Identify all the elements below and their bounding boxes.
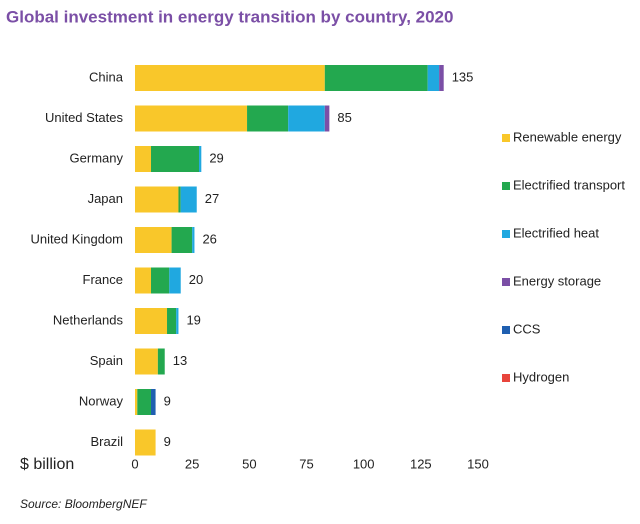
bar-segment <box>151 267 170 294</box>
y-tick-label: China <box>89 69 124 84</box>
legend-swatch <box>502 374 510 382</box>
bar-segment <box>176 308 179 334</box>
legend-swatch <box>502 326 510 334</box>
bar-segment <box>135 267 152 294</box>
x-tick-label: 100 <box>353 456 375 471</box>
bar-segment <box>137 389 152 415</box>
bar-segment <box>135 348 158 375</box>
total-label: 29 <box>209 150 223 165</box>
y-tick-label: Spain <box>90 353 123 368</box>
bar-segment <box>427 65 440 91</box>
total-label: 9 <box>164 393 171 408</box>
bar-segment <box>192 227 195 253</box>
bar-segment <box>151 146 200 172</box>
x-tick-label: 150 <box>467 456 489 471</box>
chart-title: Global investment in energy transition b… <box>6 7 453 26</box>
y-tick-label: Japan <box>88 191 123 206</box>
legend-swatch <box>502 134 510 142</box>
bar-segment <box>169 267 181 294</box>
bar-segment <box>167 308 177 334</box>
y-tick-label: Netherlands <box>53 312 124 327</box>
bar-segment <box>199 146 202 172</box>
legend-label: Electrified heat <box>513 225 599 240</box>
legend-swatch <box>502 230 510 238</box>
total-label: 19 <box>186 312 200 327</box>
bar-segment <box>135 389 138 415</box>
total-label: 9 <box>164 434 171 449</box>
legend-label: Energy storage <box>513 273 601 288</box>
bar-segment <box>439 65 444 91</box>
bar-segment <box>151 389 156 415</box>
legend-swatch <box>502 278 510 286</box>
legend-label: CCS <box>513 321 541 336</box>
legend-swatch <box>502 182 510 190</box>
x-axis-label: $ billion <box>20 456 74 473</box>
total-label: 13 <box>173 353 187 368</box>
bar-segment <box>135 186 179 213</box>
y-tick-label: Brazil <box>90 434 123 449</box>
x-tick-label: 125 <box>410 456 432 471</box>
x-tick-label: 0 <box>131 456 138 471</box>
bar-segment <box>157 348 165 375</box>
bar-segment <box>135 308 168 334</box>
total-label: 26 <box>202 231 216 246</box>
y-tick-label: Norway <box>79 393 124 408</box>
y-tick-label: France <box>83 272 123 287</box>
x-tick-label: 50 <box>242 456 256 471</box>
bar-segment <box>135 429 156 456</box>
bar-segment <box>324 65 428 91</box>
legend-label: Hydrogen <box>513 369 569 384</box>
bar-segment <box>135 105 248 132</box>
bar-segment <box>171 227 193 253</box>
y-tick-label: United States <box>45 110 124 125</box>
bar-segment <box>135 146 152 172</box>
bar-segment <box>180 186 197 213</box>
bar-segment <box>135 65 325 91</box>
y-tick-label: United Kingdom <box>31 231 124 246</box>
total-label: 135 <box>452 69 474 84</box>
source: Source: BloombergNEF <box>20 497 147 511</box>
legend-label: Electrified transport <box>513 177 625 192</box>
bar-segment <box>288 105 325 132</box>
x-tick-label: 25 <box>185 456 199 471</box>
total-label: 85 <box>337 110 351 125</box>
total-label: 27 <box>205 191 219 206</box>
bar-segment <box>135 227 172 253</box>
x-tick-label: 75 <box>299 456 313 471</box>
bar-segment <box>247 105 289 132</box>
bar-segment <box>178 186 181 213</box>
y-tick-label: Germany <box>70 150 124 165</box>
bar-segment <box>324 105 330 132</box>
total-label: 20 <box>189 272 203 287</box>
legend-label: Renewable energy <box>513 129 622 144</box>
